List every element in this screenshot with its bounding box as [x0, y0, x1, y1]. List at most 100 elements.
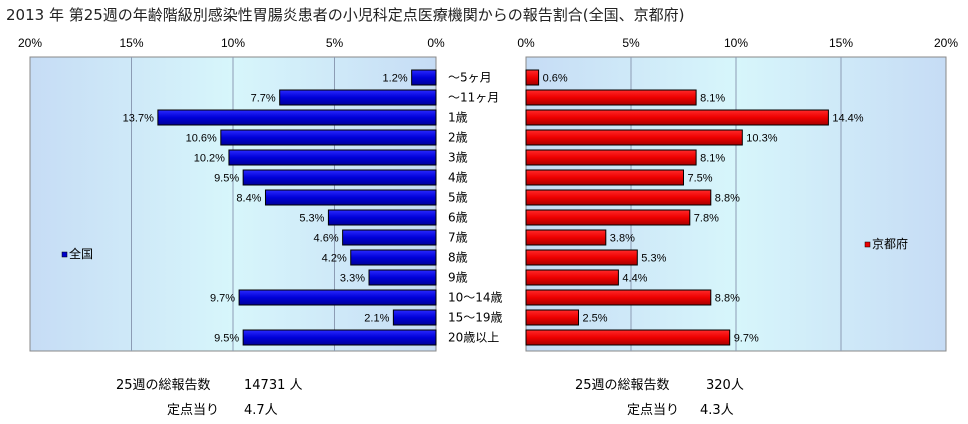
- data-label-national: 10.6%: [186, 133, 217, 145]
- bar-kyoto: [525, 149, 697, 166]
- right-tick-label: 10%: [724, 36, 748, 50]
- data-label-kyoto: 8.8%: [715, 293, 740, 305]
- data-label-kyoto: 8.8%: [715, 193, 740, 205]
- bar-national: [392, 309, 437, 326]
- left-total-label: 25週の総報告数: [116, 378, 211, 393]
- data-label-kyoto: 8.1%: [700, 93, 725, 105]
- right-tick-label: 15%: [829, 36, 853, 50]
- chart-title: 2013 年 第25週の年齢階級別感染性胃腸炎患者の小児科定点医療機関からの報告…: [6, 6, 685, 24]
- right-tick-label: 20%: [934, 36, 958, 50]
- left-tick-label: 20%: [18, 36, 42, 50]
- data-label-national: 10.2%: [194, 153, 225, 165]
- legend-label-kyoto: 京都府: [872, 236, 908, 251]
- data-label-national: 9.7%: [210, 293, 235, 305]
- category-label: 3歳: [448, 151, 468, 165]
- data-label-kyoto: 0.6%: [543, 73, 568, 85]
- right-per-site-value: 4.3人: [700, 403, 734, 418]
- data-label-kyoto: 3.8%: [610, 233, 635, 245]
- bar-national: [327, 209, 437, 226]
- data-label-kyoto: 7.8%: [694, 213, 719, 225]
- bar-national: [228, 149, 437, 166]
- left-bars: 1.2% 7.7% 13.7% 10.6% 10.2% 9.5% 8.4% 5.3% 4.6% 4…: [123, 69, 437, 346]
- category-label: 10～14歳: [448, 291, 503, 305]
- data-label-national: 7.7%: [251, 93, 276, 105]
- bar-kyoto: [525, 169, 684, 186]
- category-label: 9歳: [448, 271, 468, 285]
- category-label: ～11ヶ月: [448, 91, 499, 105]
- data-label-national: 2.1%: [364, 313, 389, 325]
- bar-national: [350, 249, 437, 266]
- data-label-national: 5.3%: [299, 213, 324, 225]
- data-label-national: 4.6%: [314, 233, 339, 245]
- bar-kyoto: [525, 129, 743, 146]
- right-tick-label: 0%: [517, 36, 535, 50]
- legend-swatch-kyoto: [864, 241, 871, 248]
- left-axis-ticks: 20% 15% 10% 5% 0%: [18, 36, 445, 50]
- category-label: 7歳: [448, 231, 468, 245]
- data-label-national: 3.3%: [340, 273, 365, 285]
- data-label-kyoto: 8.1%: [700, 153, 725, 165]
- data-label-kyoto: 10.3%: [746, 133, 777, 145]
- left-tick-label: 0%: [427, 36, 445, 50]
- category-label: 6歳: [448, 211, 468, 225]
- data-label-national: 1.2%: [383, 73, 408, 85]
- bar-national: [411, 69, 437, 86]
- bar-kyoto: [525, 229, 607, 246]
- bar-kyoto: [525, 289, 712, 306]
- category-label: 20歳以上: [448, 331, 499, 345]
- data-label-national: 4.2%: [322, 253, 347, 265]
- data-label-kyoto: 14.4%: [832, 113, 863, 125]
- category-label: 8歳: [448, 251, 468, 265]
- bar-kyoto: [525, 69, 540, 86]
- data-label-national: 9.5%: [214, 173, 239, 185]
- left-total-value: 14731 人: [244, 378, 303, 393]
- left-per-site-label: 定点当り: [167, 403, 219, 418]
- bar-kyoto: [525, 269, 619, 286]
- data-label-national: 13.7%: [123, 113, 154, 125]
- bar-kyoto: [525, 189, 712, 206]
- bar-kyoto: [525, 89, 697, 106]
- bar-national: [220, 129, 437, 146]
- bar-national: [368, 269, 437, 286]
- category-label: 4歳: [448, 171, 468, 185]
- data-label-kyoto: 7.5%: [688, 173, 713, 185]
- bar-national: [242, 329, 437, 346]
- data-label-kyoto: 4.4%: [622, 273, 647, 285]
- bar-kyoto: [525, 329, 731, 346]
- right-axis-ticks: 0% 5% 10% 15% 20%: [517, 36, 958, 50]
- data-label-national: 8.4%: [236, 193, 261, 205]
- right-total-label: 25週の総報告数: [575, 378, 670, 393]
- data-label-national: 9.5%: [214, 333, 239, 345]
- right-per-site-label: 定点当り: [627, 403, 679, 418]
- bar-kyoto: [525, 209, 691, 226]
- category-label: 15～19歳: [448, 311, 503, 325]
- bar-kyoto: [525, 249, 638, 266]
- right-bars: 0.6%8.1%14.4%10.3%8.1%7.5%8.8%7.8%3.8%5.…: [525, 69, 864, 346]
- bar-kyoto: [525, 309, 579, 326]
- legend-swatch-national: [61, 251, 68, 258]
- category-label: 1歳: [448, 111, 468, 125]
- legend-label-national: 全国: [69, 246, 93, 261]
- right-tick-label: 5%: [622, 36, 640, 50]
- category-label: 2歳: [448, 131, 468, 145]
- right-total-value: 320人: [706, 378, 744, 393]
- data-label-kyoto: 9.7%: [734, 333, 759, 345]
- bar-national: [279, 89, 437, 106]
- left-tick-label: 5%: [326, 36, 344, 50]
- left-tick-label: 10%: [221, 36, 245, 50]
- left-tick-label: 15%: [119, 36, 143, 50]
- category-label: ～5ヶ月: [448, 71, 492, 85]
- bar-national: [242, 169, 437, 186]
- bar-national: [157, 109, 437, 126]
- bar-national: [238, 289, 437, 306]
- category-labels: ～5ヶ月 ～11ヶ月 1歳 2歳 3歳 4歳 5歳 6歳 7歳 8歳 9歳 10～14歳 15～19歳 2…: [448, 71, 503, 345]
- left-per-site-value: 4.7人: [244, 403, 278, 418]
- bar-kyoto: [525, 109, 829, 126]
- category-label: 5歳: [448, 191, 468, 205]
- bar-national: [264, 189, 437, 206]
- data-label-kyoto: 2.5%: [583, 313, 608, 325]
- bar-national: [342, 229, 437, 246]
- data-label-kyoto: 5.3%: [641, 253, 666, 265]
